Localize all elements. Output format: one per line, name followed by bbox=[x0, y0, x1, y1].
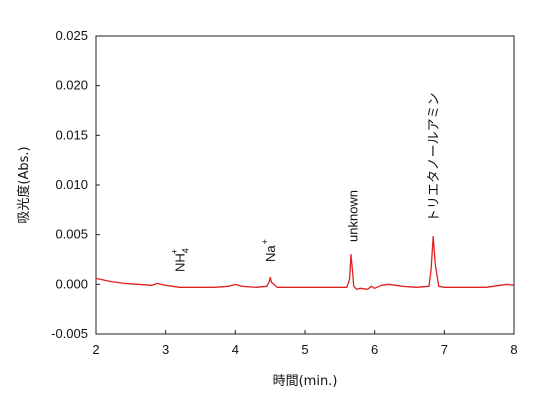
peak-label-unknown: unknown bbox=[345, 190, 360, 242]
x-tick-label: 2 bbox=[92, 342, 99, 357]
y-tick-label: 0.015 bbox=[55, 127, 88, 142]
y-axis: -0.005 0.000 0.005 0.010 0.015 0.020 0.025 bbox=[51, 28, 100, 341]
x-axis: 2 3 4 5 6 7 8 bbox=[92, 330, 518, 357]
series-layer bbox=[95, 236, 515, 290]
x-tick-label: 4 bbox=[232, 342, 239, 357]
y-tick-label: -0.005 bbox=[51, 326, 88, 341]
y-tick-label: 0.000 bbox=[55, 276, 88, 291]
y-tick-label: 0.005 bbox=[55, 227, 88, 242]
peak-label-nh4: NH4+ bbox=[170, 248, 191, 272]
y-tick-label: 0.020 bbox=[55, 78, 88, 93]
x-tick-label: 8 bbox=[510, 342, 517, 357]
annotations: NH4+ Na+ unknown トリエタノールアミン bbox=[170, 93, 443, 272]
peak-label-na: Na+ bbox=[260, 239, 278, 262]
x-tick-label: 3 bbox=[162, 342, 169, 357]
y-tick-label: 0.010 bbox=[55, 177, 88, 192]
plot-area bbox=[95, 35, 515, 335]
y-axis-title: 吸光度(Abs.) bbox=[16, 146, 32, 223]
peak-label-tea: トリエタノールアミン bbox=[427, 93, 442, 222]
plot-frame bbox=[95, 35, 515, 335]
x-axis-title: 時間(min.) bbox=[273, 374, 338, 389]
x-tick-label: 5 bbox=[301, 342, 308, 357]
y-tick-label: 0.025 bbox=[55, 28, 88, 43]
x-tick-label: 6 bbox=[371, 342, 378, 357]
series-line bbox=[95, 236, 515, 290]
x-tick-label: 7 bbox=[441, 342, 448, 357]
